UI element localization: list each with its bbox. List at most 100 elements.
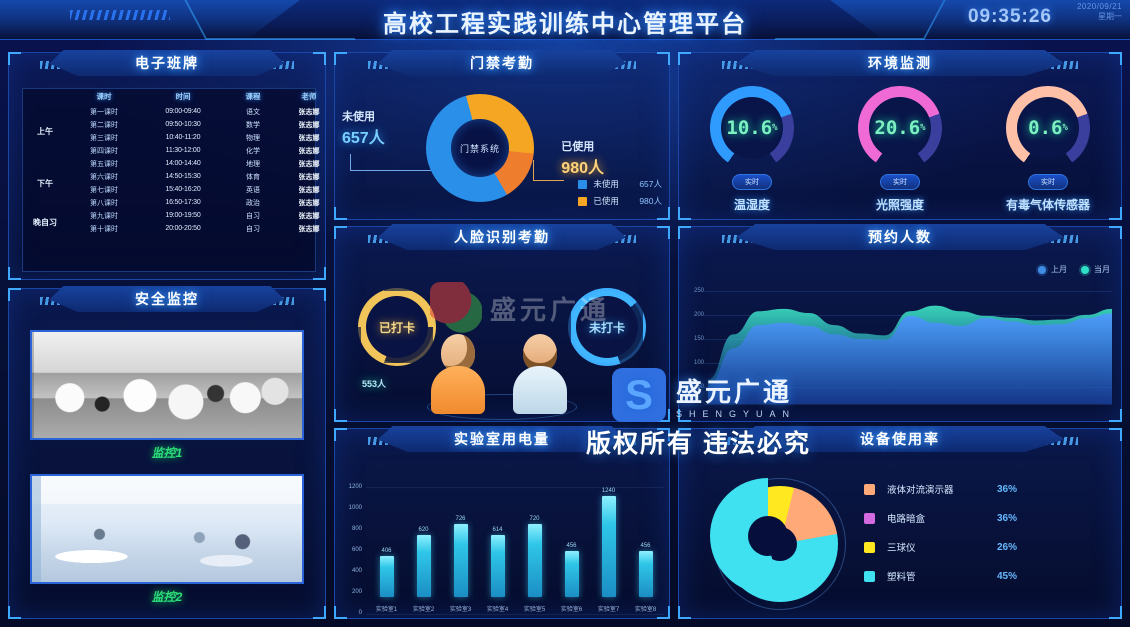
gridline bbox=[704, 291, 1112, 292]
bar[interactable] bbox=[416, 535, 431, 597]
page-title: 高校工程实践训练中心管理平台 bbox=[383, 11, 747, 38]
gauge-unit: % bbox=[920, 123, 926, 133]
cell-teacher: 张志娜 bbox=[298, 186, 320, 194]
bar[interactable] bbox=[453, 524, 468, 597]
col-teacher: 老师 bbox=[301, 92, 317, 101]
y-tick: 400 bbox=[351, 568, 362, 574]
panel-title-bar: 设备使用率 bbox=[735, 426, 1065, 452]
bar-column[interactable]: 1240 实验室7 bbox=[598, 488, 620, 613]
table-header-row: 课时 时间 课程 老师 bbox=[23, 89, 337, 105]
gauge-value: 20.6% bbox=[858, 86, 942, 170]
legend-percent: 36% bbox=[997, 512, 1018, 524]
camera-feed-2[interactable] bbox=[30, 474, 304, 584]
cell-period: 第十课时 bbox=[90, 225, 118, 233]
panel-body: 上月 当月 250 200 150 100 50 bbox=[678, 254, 1122, 422]
legend-item-last-month[interactable]: 上月 bbox=[1038, 264, 1067, 275]
panel-title-bar: 预约人数 bbox=[735, 224, 1065, 250]
gauge-number: 10.6 bbox=[726, 117, 773, 139]
checked-in-ring[interactable]: 已打卡 bbox=[358, 288, 436, 366]
panel-lab-power-consumption: 实验室用电量 1200 1000 800 600 400 200 0 406 实验… bbox=[334, 426, 670, 619]
legend-item[interactable]: 塑料管 45% bbox=[864, 569, 1017, 583]
schedule-body: 上午 第一课时 09:00-09:40 语文 张志娜 第二课时 09:50-10… bbox=[23, 105, 337, 235]
not-checked-in-label: 未打卡 bbox=[588, 320, 625, 335]
legend-item[interactable]: 液体对流演示器 36% bbox=[864, 482, 1017, 496]
corner-decoration bbox=[8, 288, 21, 301]
legend-item[interactable]: 未使用 657人 bbox=[578, 178, 662, 190]
legend-item[interactable]: 已使用 980人 bbox=[578, 195, 662, 207]
callout-unused-label: 未使用 bbox=[342, 111, 375, 123]
cell-teacher: 张志娜 bbox=[298, 134, 320, 142]
cell-time: 16:50-17:30 bbox=[165, 199, 201, 206]
corner-decoration bbox=[657, 428, 670, 441]
gauge-number: 0.6 bbox=[1028, 117, 1063, 139]
gauge-ring: 0.6% bbox=[1006, 86, 1090, 170]
cell-teacher: 张志娜 bbox=[298, 121, 320, 129]
panel-title: 设备使用率 bbox=[859, 431, 940, 447]
bar[interactable] bbox=[638, 551, 653, 597]
legend-name: 三球仪 bbox=[887, 543, 916, 554]
bar-column[interactable]: 726 实验室3 bbox=[450, 488, 472, 613]
gauge-name: 有毒气体传感器 bbox=[1005, 198, 1090, 212]
cell-period: 第一课时 bbox=[90, 108, 118, 116]
panel-body: 已打卡 553人 未打卡 447人 bbox=[334, 254, 670, 422]
bar-column[interactable]: 406 实验室1 bbox=[376, 488, 398, 613]
corner-decoration bbox=[313, 52, 326, 65]
header-clock: 09:35:26 bbox=[967, 6, 1052, 27]
panel-title-bar: 安全监控 bbox=[49, 286, 285, 312]
usage-pie-chart[interactable] bbox=[710, 478, 846, 610]
bar-category-label: 实验室2 bbox=[412, 607, 435, 613]
gauge-light-intensity[interactable]: 20.6% 实时 光照强度 bbox=[840, 86, 960, 220]
cell-period: 第九课时 bbox=[90, 212, 118, 220]
legend-label: 当月 bbox=[1094, 265, 1110, 274]
cell-course: 物理 bbox=[246, 134, 260, 142]
bar[interactable] bbox=[564, 551, 579, 597]
bar[interactable] bbox=[379, 556, 394, 597]
cell-course: 化学 bbox=[246, 147, 260, 155]
bar[interactable] bbox=[490, 535, 505, 597]
cell-period: 第四课时 bbox=[90, 147, 118, 155]
bar-category-label: 实验室1 bbox=[375, 607, 398, 613]
bar[interactable] bbox=[527, 524, 542, 597]
corner-decoration bbox=[313, 606, 326, 619]
callout-unused-value: 657人 bbox=[342, 130, 385, 147]
bar-column[interactable]: 614 实验室4 bbox=[487, 488, 509, 613]
y-tick: 100 bbox=[693, 360, 704, 366]
bar-column[interactable]: 620 实验室2 bbox=[413, 488, 435, 613]
legend-item-this-month[interactable]: 当月 bbox=[1081, 264, 1110, 275]
checked-in-count: 553人 bbox=[362, 372, 386, 392]
access-donut-chart[interactable] bbox=[426, 94, 534, 202]
corner-decoration bbox=[334, 428, 347, 441]
avatar-base-ring bbox=[427, 394, 577, 420]
legend-item[interactable]: 电路暗盒 36% bbox=[864, 511, 1017, 525]
cell-course: 自习 bbox=[246, 225, 260, 233]
power-bar-chart[interactable]: 406 实验室1 620 实验室2 726 实验室3 614 实验室4 720 实验室5 456 实验… bbox=[368, 488, 664, 613]
gauge-temperature-humidity[interactable]: 10.6% 实时 温湿度 bbox=[692, 86, 812, 220]
panel-title-bar: 门禁考勤 bbox=[377, 50, 627, 76]
not-checked-in-ring[interactable]: 未打卡 bbox=[568, 288, 646, 366]
bar-column[interactable]: 456 实验室8 bbox=[635, 488, 657, 613]
legend-dot-icon bbox=[1081, 265, 1089, 274]
cell-course: 语文 bbox=[246, 108, 260, 116]
cell-time: 09:00-09:40 bbox=[165, 108, 201, 115]
legend-swatch-icon bbox=[864, 541, 875, 553]
cell-course: 体育 bbox=[246, 173, 260, 181]
panel-title-bar: 实验室用电量 bbox=[377, 426, 627, 452]
legend-swatch-icon bbox=[578, 179, 588, 189]
camera-feed-1[interactable]: 2020/09/09 11:13 CAM 01 bbox=[30, 330, 304, 440]
usage-legend: 液体对流演示器 36% 电路暗盒 36% 三球仪 26% 塑料管 45% bbox=[864, 482, 1017, 598]
bar-column[interactable]: 720 实验室5 bbox=[524, 488, 546, 613]
bar-column[interactable]: 456 实验室6 bbox=[561, 488, 583, 613]
cell-period: 第六课时 bbox=[90, 173, 118, 181]
checked-in-number: 553 bbox=[362, 379, 378, 389]
camera-2-label: 监控2 bbox=[151, 590, 183, 604]
booking-area-chart[interactable] bbox=[678, 254, 1122, 422]
gauge-toxic-gas-sensor[interactable]: 0.6% 实时 有毒气体传感器 bbox=[988, 86, 1108, 220]
gauge-number: 20.6 bbox=[874, 117, 921, 139]
cell-teacher: 张志娜 bbox=[298, 147, 320, 155]
brand-s-mark-icon bbox=[612, 368, 666, 422]
bar-value-label: 1240 bbox=[601, 488, 616, 494]
access-legend: 未使用 657人 已使用 980人 bbox=[578, 178, 662, 212]
bar[interactable] bbox=[601, 496, 616, 597]
corner-decoration bbox=[1109, 428, 1122, 441]
legend-item[interactable]: 三球仪 26% bbox=[864, 540, 1017, 554]
